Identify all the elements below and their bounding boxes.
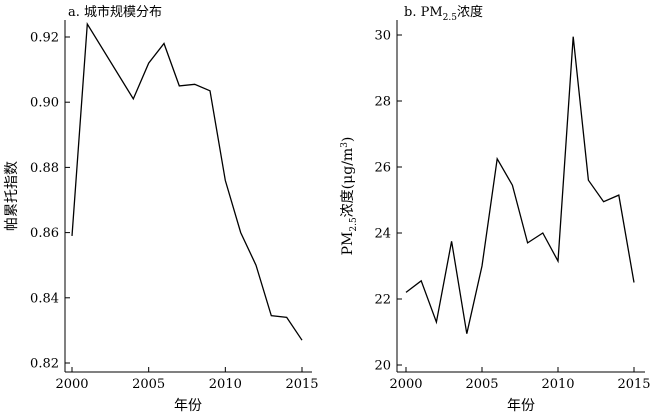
panel-a-y-tick-label: 0.86 — [30, 226, 59, 241]
panel-a-y-ticks: 0.82 0.84 0.86 0.88 0.90 0.92 — [30, 31, 70, 372]
panel-b-y-axis-title: PM2.5浓度(μg/m3) — [340, 137, 359, 256]
panel-b-chart: b. PM2.5浓度 PM2.5浓度(μg/m3) 年份 20 22 24 26 28 3… — [340, 4, 650, 414]
panel-a-x-tick-label: 2015 — [285, 377, 318, 392]
panel-b-x-tick-label: 2005 — [465, 377, 498, 392]
panel-a-y-tick-label: 0.90 — [30, 96, 59, 111]
panel-a-y-tick-label: 0.84 — [30, 291, 59, 306]
panel-a-x-axis-title: 年份 — [174, 398, 202, 414]
panel-a-y-tick-label: 0.88 — [30, 161, 59, 176]
panel-b-y-tick-label: 22 — [374, 293, 391, 308]
panel-b-x-tick-label: 2015 — [617, 377, 650, 392]
panel-a-y-tick-label: 0.82 — [30, 357, 59, 372]
panel-b-y-tick-label: 24 — [374, 227, 391, 242]
panel-a-y-tick-label: 0.92 — [30, 31, 59, 46]
panel-b-plot-area — [405, 36, 635, 334]
panel-b-y-tick-label: 26 — [374, 161, 391, 176]
panel-b-y-tick-label: 20 — [374, 359, 391, 374]
panel-b-y-ticks: 20 22 24 26 28 30 — [374, 29, 402, 374]
panel-b-title: b. PM2.5浓度 — [404, 4, 483, 23]
panel-a-title: a. 城市规模分布 — [68, 4, 162, 20]
panel-b-x-tick-label: 2000 — [389, 377, 422, 392]
panel-b-x-ticks: 2000 2005 2010 2015 — [389, 367, 650, 392]
panel-a-x-tick-label: 2005 — [132, 377, 165, 392]
panel-a-plot-area — [71, 21, 303, 341]
panel-a-y-axis-title: 帕累托指数 — [4, 161, 20, 231]
panel-b-x-axis-title: 年份 — [507, 398, 535, 414]
panel-a-chart: a. 城市规模分布 帕累托指数 年份 0.820.840.860.880.900… — [4, 4, 319, 414]
panel-b-y-tick-label: 28 — [374, 95, 391, 110]
panel-b-series-line — [405, 36, 635, 334]
panel-b-x-tick-label: 2010 — [541, 377, 574, 392]
panel-a-series-line — [71, 21, 303, 341]
panel-a-x-tick-label: 2000 — [55, 377, 88, 392]
panel-b-y-tick-label: 30 — [374, 29, 391, 44]
panel-a-x-tick-label: 2010 — [209, 377, 242, 392]
panel-a-x-ticks: 2000 2005 2010 2015 — [55, 367, 319, 392]
